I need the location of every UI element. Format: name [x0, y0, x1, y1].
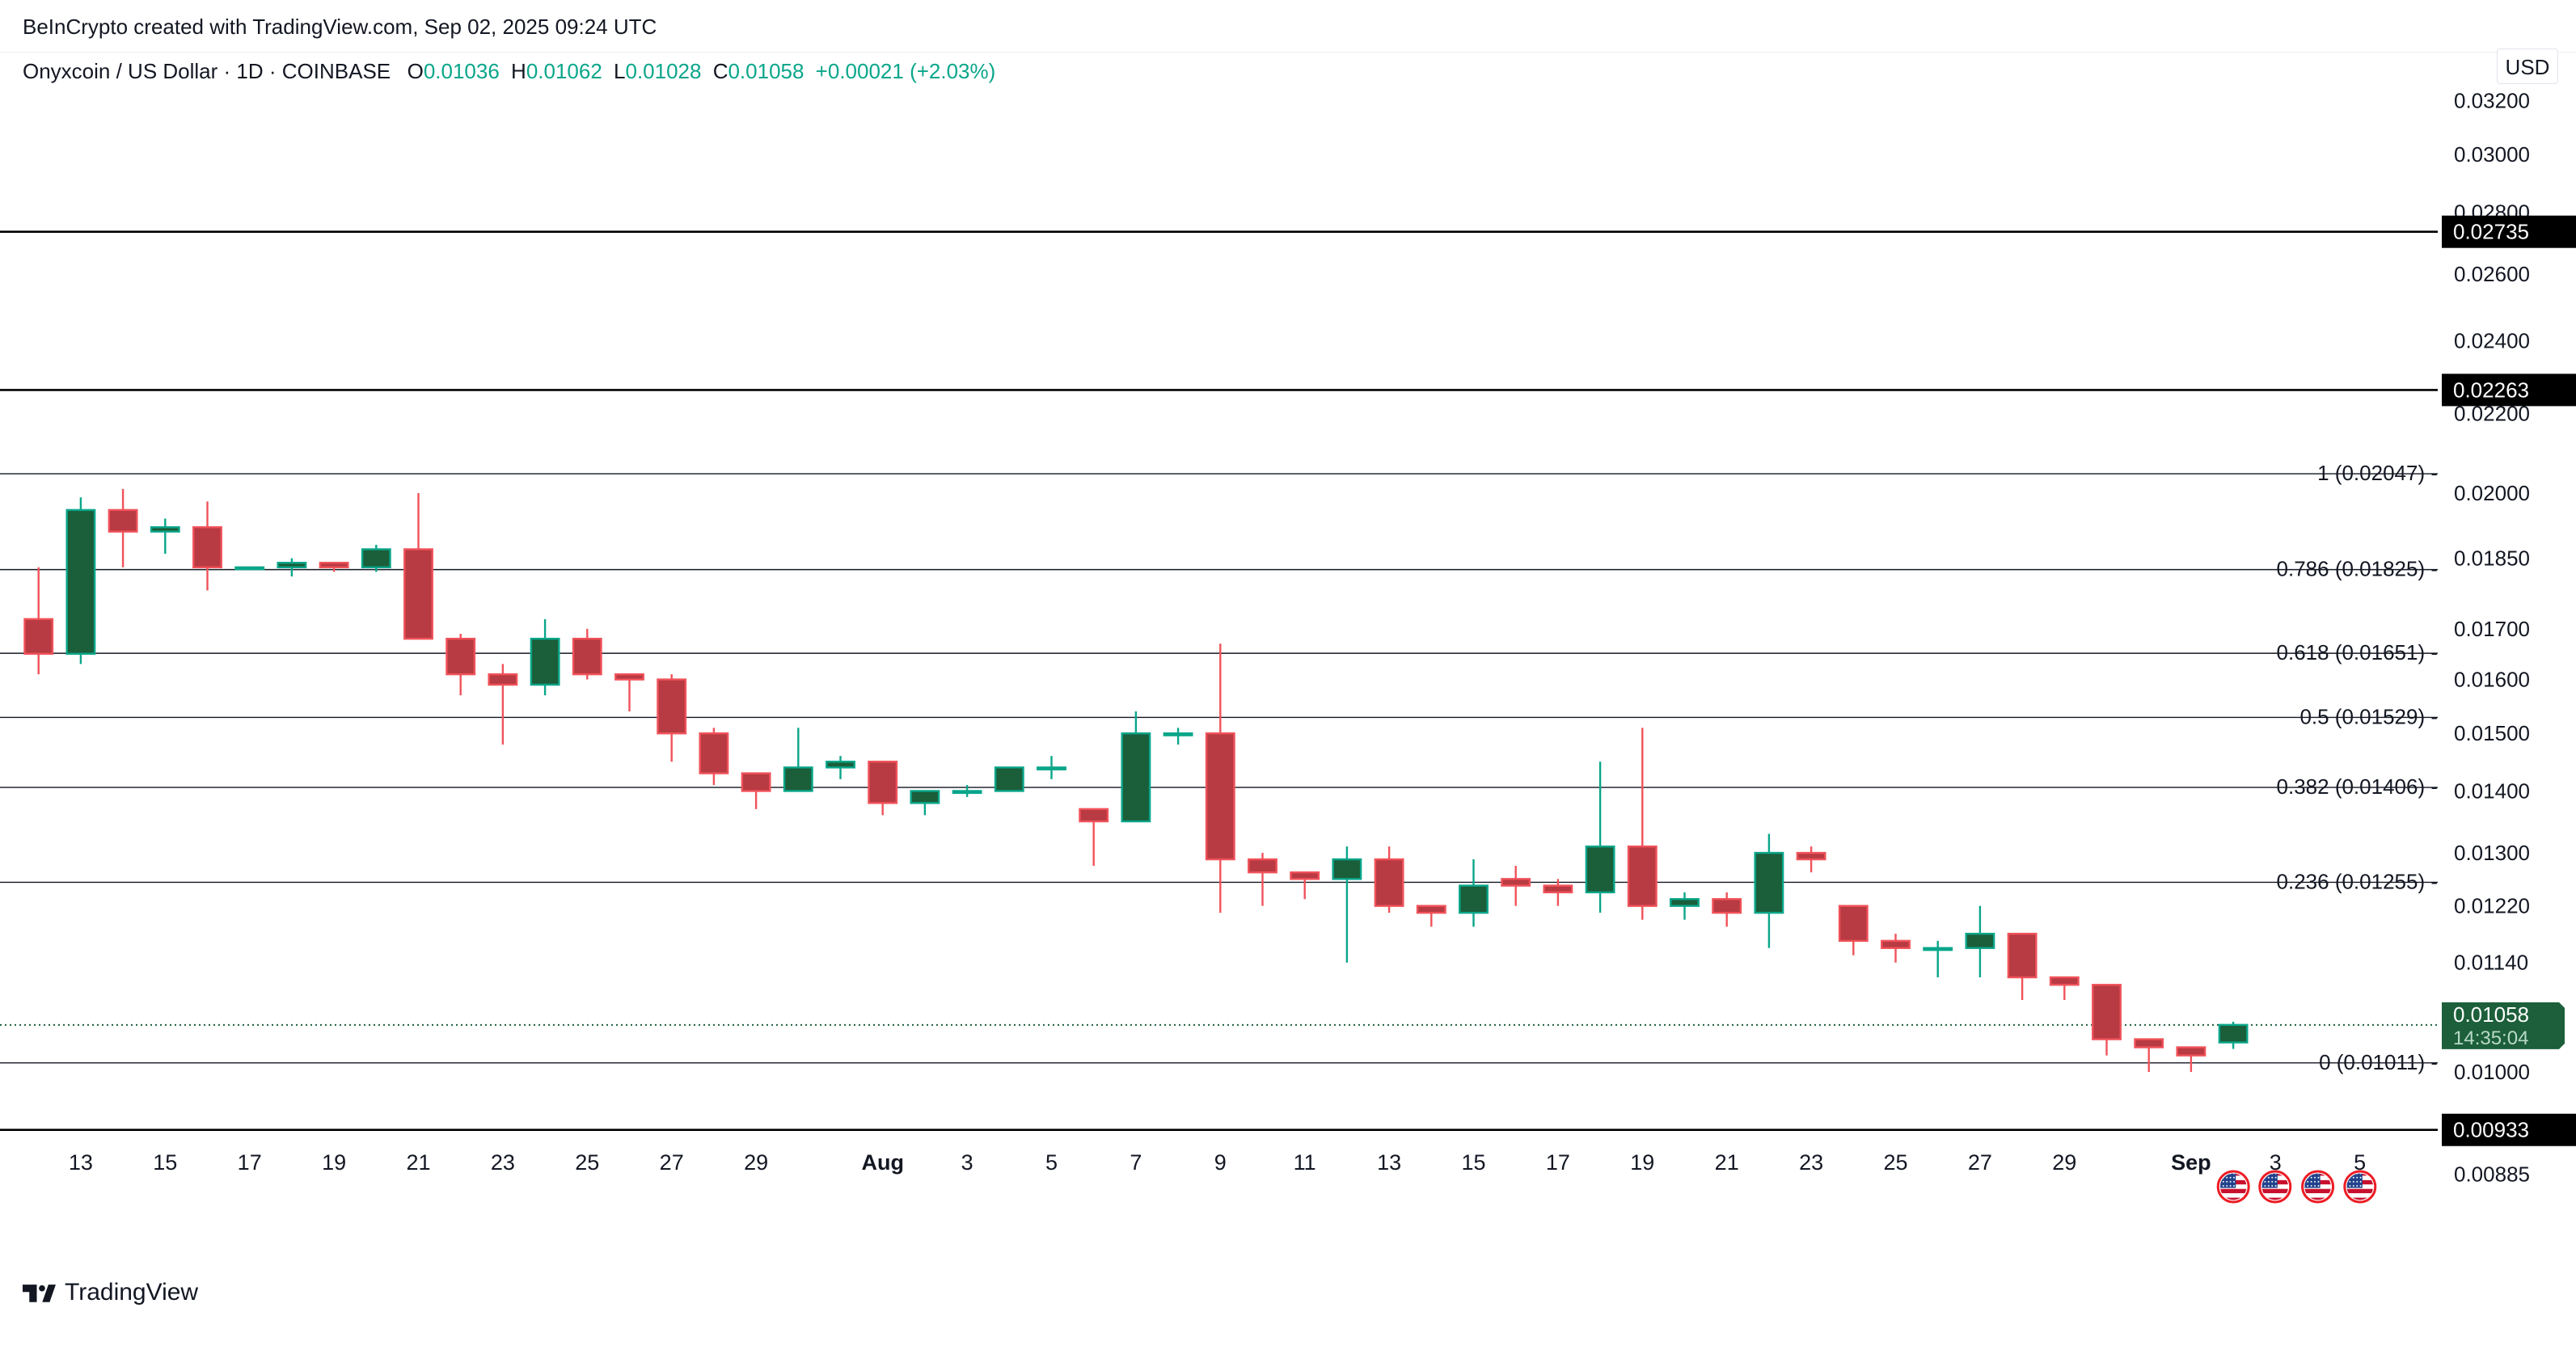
svg-text:19: 19	[322, 1150, 346, 1175]
svg-text:0.02735: 0.02735	[2453, 220, 2529, 244]
svg-text:0.02263: 0.02263	[2453, 378, 2529, 402]
svg-text:19: 19	[1630, 1150, 1654, 1175]
svg-text:13: 13	[1377, 1150, 1401, 1175]
svg-text:0.03000: 0.03000	[2454, 142, 2530, 167]
svg-text:9: 9	[1214, 1150, 1227, 1175]
svg-text:3: 3	[961, 1150, 973, 1175]
svg-text:14:35:04: 14:35:04	[2453, 1027, 2528, 1049]
svg-text:13: 13	[69, 1150, 93, 1175]
svg-text:17: 17	[238, 1150, 262, 1175]
svg-text:1 (0.02047) -: 1 (0.02047) -	[2317, 461, 2438, 485]
svg-text:0.00885: 0.00885	[2454, 1162, 2530, 1186]
svg-text:0.02600: 0.02600	[2454, 262, 2530, 286]
svg-text:Aug: Aug	[861, 1150, 903, 1175]
svg-text:0.01300: 0.01300	[2454, 841, 2530, 865]
svg-text:0.01220: 0.01220	[2454, 894, 2530, 918]
svg-text:0.618 (0.01651) -: 0.618 (0.01651) -	[2277, 640, 2438, 664]
svg-text:25: 25	[575, 1150, 599, 1175]
svg-text:25: 25	[1883, 1150, 1907, 1175]
svg-text:29: 29	[744, 1150, 768, 1175]
svg-text:23: 23	[1799, 1150, 1823, 1175]
svg-text:0.786 (0.01825) -: 0.786 (0.01825) -	[2277, 557, 2438, 581]
svg-text:0.03200: 0.03200	[2454, 88, 2530, 112]
svg-text:0.02000: 0.02000	[2454, 481, 2530, 505]
svg-text:0.236 (0.01255) -: 0.236 (0.01255) -	[2277, 869, 2438, 893]
svg-text:0.01500: 0.01500	[2454, 721, 2530, 745]
svg-text:0.01140: 0.01140	[2454, 951, 2528, 975]
svg-text:21: 21	[1715, 1150, 1739, 1175]
svg-text:5: 5	[1045, 1150, 1058, 1175]
svg-text:7: 7	[1130, 1150, 1142, 1175]
svg-text:27: 27	[1968, 1150, 1992, 1175]
svg-text:0.01850: 0.01850	[2454, 546, 2530, 571]
svg-text:0.01700: 0.01700	[2454, 617, 2530, 641]
svg-text:0.01400: 0.01400	[2454, 778, 2530, 803]
svg-text:29: 29	[2052, 1150, 2076, 1175]
svg-text:11: 11	[1294, 1150, 1316, 1175]
svg-text:23: 23	[491, 1150, 515, 1175]
svg-text:0.382 (0.01406) -: 0.382 (0.01406) -	[2277, 774, 2438, 799]
svg-text:27: 27	[660, 1150, 684, 1175]
svg-text:0.01058: 0.01058	[2453, 1002, 2529, 1027]
svg-text:0 (0.01011) -: 0 (0.01011) -	[2319, 1050, 2438, 1074]
svg-text:21: 21	[406, 1150, 430, 1175]
svg-text:0.00933: 0.00933	[2453, 1118, 2529, 1142]
svg-text:15: 15	[1461, 1150, 1485, 1175]
svg-text:0.01000: 0.01000	[2454, 1060, 2530, 1084]
svg-text:0.5 (0.01529) -: 0.5 (0.01529) -	[2299, 704, 2438, 728]
svg-text:Sep: Sep	[2171, 1150, 2211, 1175]
svg-text:17: 17	[1546, 1150, 1570, 1175]
svg-text:15: 15	[153, 1150, 177, 1175]
svg-text:0.01600: 0.01600	[2454, 668, 2530, 692]
svg-text:0.02400: 0.02400	[2454, 329, 2530, 353]
